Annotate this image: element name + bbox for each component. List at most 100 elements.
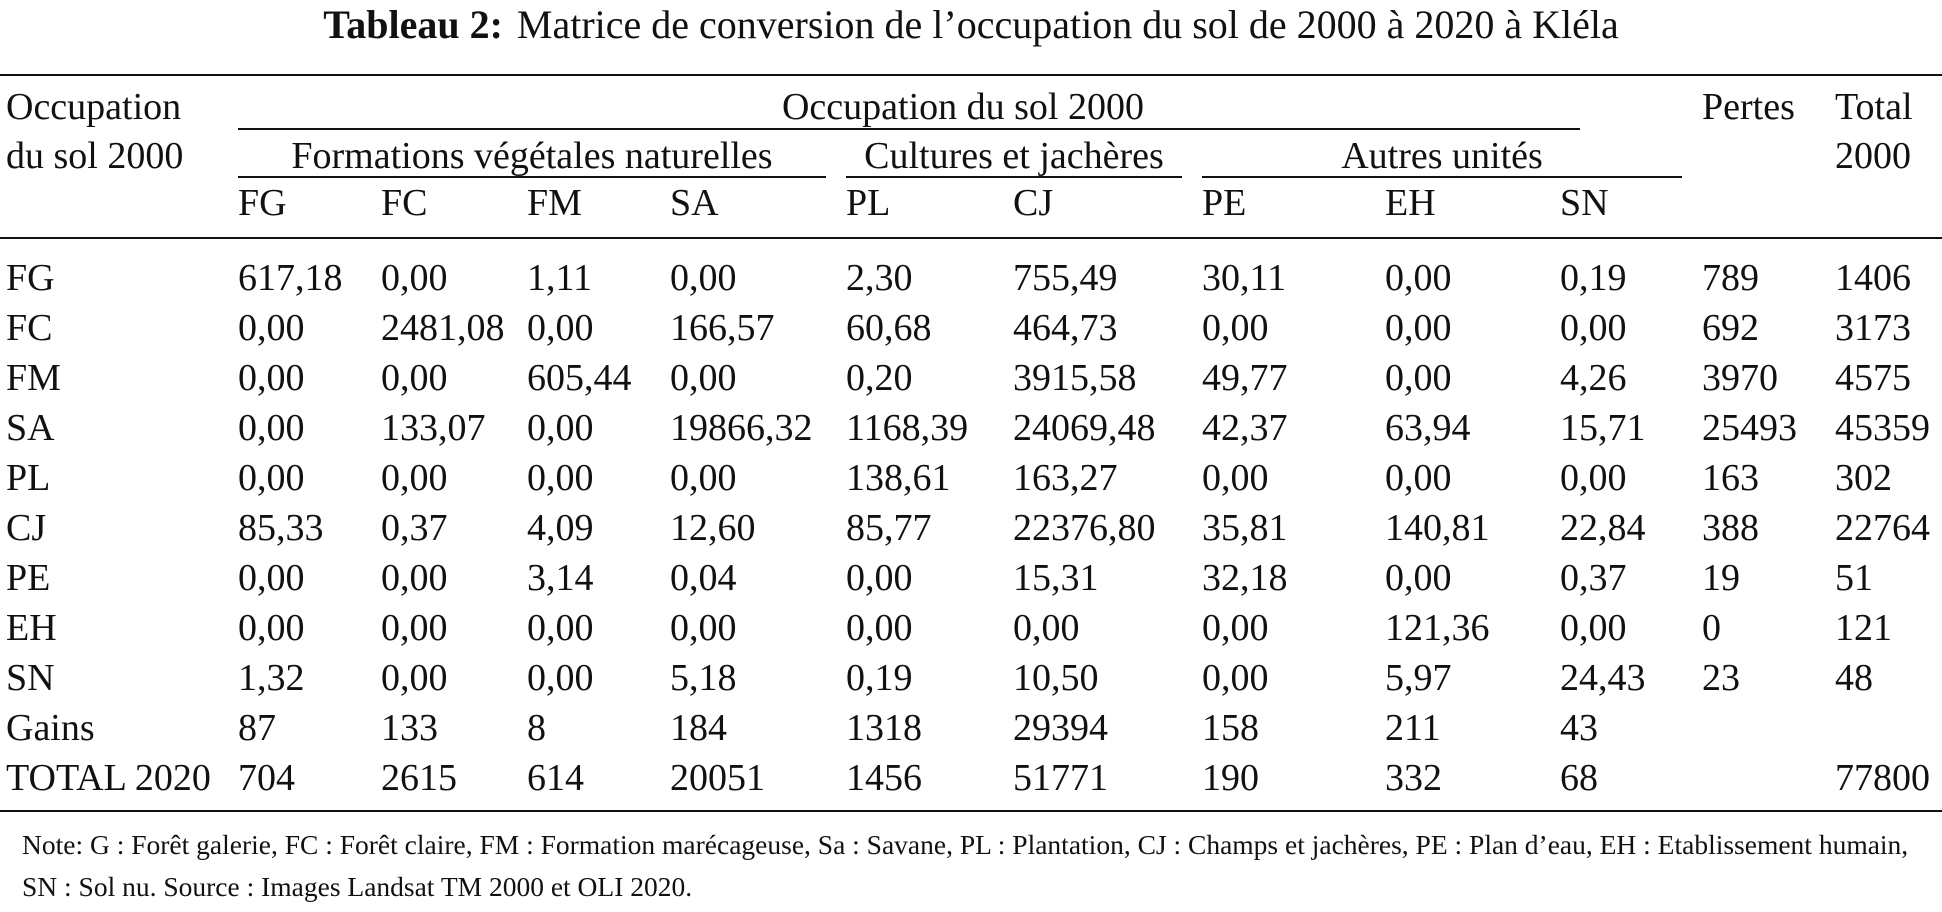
cell-cj: 3915,58 [1013,357,1137,399]
cell-fg: 0,00 [238,407,305,449]
total-header-line2: 2000 [1835,135,1911,177]
cell-fc: 0,00 [381,557,448,599]
cell-pertes: 388 [1702,507,1759,549]
cell-total: 45359 [1835,407,1930,449]
column-header-pe: PE [1202,182,1247,224]
cell-sn: 0,00 [1560,607,1627,649]
cell-fg: 0,00 [238,607,305,649]
cell-eh: 332 [1385,757,1442,799]
cell-cj: 22376,80 [1013,507,1156,549]
cell-pl: 138,61 [846,457,951,499]
cell-pe: 32,18 [1202,557,1288,599]
cell-eh: 0,00 [1385,257,1452,299]
cell-pertes: 19 [1702,557,1740,599]
cell-fg: 0,00 [238,457,305,499]
cell-pertes: 789 [1702,257,1759,299]
cell-fg: 0,00 [238,357,305,399]
cell-pe: 158 [1202,707,1259,749]
column-header-sa: SA [670,182,719,224]
table-title: Tableau 2: Matrice de conversion de l’occ… [0,0,1942,50]
cell-pertes: 25493 [1702,407,1797,449]
row-label: FG [6,257,55,299]
row-header-line1: Occupation [6,86,182,128]
cell-eh: 0,00 [1385,557,1452,599]
cell-fm: 4,09 [527,507,594,549]
cell-sn: 24,43 [1560,657,1646,699]
cell-eh: 5,97 [1385,657,1452,699]
cell-pl: 1168,39 [846,407,969,449]
cell-sn: 4,26 [1560,357,1627,399]
cell-cj: 755,49 [1013,257,1118,299]
cell-sa: 5,18 [670,657,737,699]
cell-fc: 0,00 [381,357,448,399]
cell-cj: 51771 [1013,757,1108,799]
span-title-rule [238,128,1580,130]
cell-sa: 0,00 [670,457,737,499]
cell-pl: 0,00 [846,607,913,649]
cell-cj: 29394 [1013,707,1108,749]
row-label: PL [6,457,51,499]
table-title-label: Tableau 2: [323,2,503,47]
column-header-fc: FC [381,182,428,224]
cell-sa: 0,00 [670,607,737,649]
header-bottom-rule [0,237,1942,239]
cell-fc: 133 [381,707,438,749]
cell-fg: 0,00 [238,307,305,349]
row-label: SN [6,657,55,699]
cell-pl: 1456 [846,757,922,799]
cell-fm: 0,00 [527,607,594,649]
cell-sa: 19866,32 [670,407,813,449]
cell-pl: 1318 [846,707,922,749]
row-label: FM [6,357,61,399]
body-bottom-rule [0,810,1942,812]
cell-sn: 68 [1560,757,1598,799]
cell-sa: 0,00 [670,357,737,399]
cell-fm: 0,00 [527,457,594,499]
cell-fc: 2615 [381,757,457,799]
cell-eh: 121,36 [1385,607,1490,649]
cell-total: 121 [1835,607,1892,649]
row-label: CJ [6,507,47,549]
column-header-sn: SN [1560,182,1609,224]
cell-fm: 0,00 [527,407,594,449]
cell-fg: 0,00 [238,557,305,599]
cell-eh: 0,00 [1385,307,1452,349]
cell-fm: 614 [527,757,584,799]
cell-sn: 43 [1560,707,1598,749]
cell-fg: 1,32 [238,657,305,699]
cell-pe: 30,11 [1202,257,1287,299]
cell-pl: 85,77 [846,507,932,549]
column-header-cj: CJ [1013,182,1054,224]
column-header-pl: PL [846,182,891,224]
group-rule-natural [238,176,826,178]
row-label: SA [6,407,55,449]
cell-pl: 0,00 [846,557,913,599]
row-label: FC [6,307,53,349]
cell-cj: 15,31 [1013,557,1099,599]
cell-fm: 605,44 [527,357,632,399]
cell-sa: 166,57 [670,307,775,349]
cell-fg: 87 [238,707,276,749]
cell-pl: 0,19 [846,657,913,699]
cell-total: 51 [1835,557,1873,599]
cell-total: 77800 [1835,757,1930,799]
cell-sn: 0,00 [1560,457,1627,499]
cell-pertes: 23 [1702,657,1740,699]
cell-fm: 0,00 [527,657,594,699]
cell-pertes: 3970 [1702,357,1778,399]
row-label: TOTAL 2020 [6,757,211,799]
cell-fm: 1,11 [527,257,593,299]
span-title: Occupation du sol 2000 [781,86,1144,128]
cell-pl: 0,20 [846,357,913,399]
top-rule [0,74,1942,76]
cell-sa: 0,00 [670,257,737,299]
total-header-line1: Total [1835,86,1913,128]
cell-sn: 15,71 [1560,407,1646,449]
cell-cj: 10,50 [1013,657,1099,699]
cell-pe: 190 [1202,757,1259,799]
cell-eh: 140,81 [1385,507,1490,549]
column-header-fm: FM [527,182,582,224]
row-header-line2: du sol 2000 [6,135,184,177]
column-header-eh: EH [1385,182,1436,224]
row-label: EH [6,607,57,649]
